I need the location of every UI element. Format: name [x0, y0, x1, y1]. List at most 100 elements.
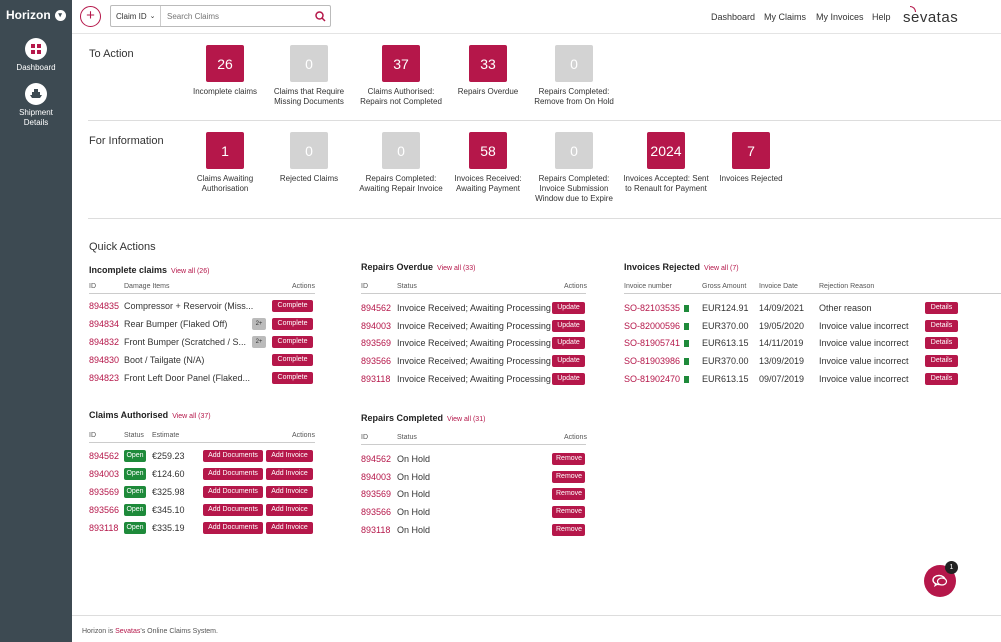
details-button[interactable]: Details	[925, 355, 958, 367]
document-icon[interactable]	[684, 305, 689, 312]
complete-button[interactable]: Complete	[272, 300, 313, 312]
tile-sent-for-payment[interactable]: 2024 Invoices Accepted: Sent to Renault …	[621, 132, 711, 194]
add-invoice-button[interactable]: Add Invoice	[266, 504, 313, 516]
tile-awaiting-repair-invoice[interactable]: 0 Repairs Completed: Awaiting Repair Inv…	[356, 132, 446, 194]
details-button[interactable]: Details	[925, 320, 958, 332]
update-button[interactable]: Update	[552, 355, 585, 367]
tile-incomplete-claims[interactable]: 26 Incomplete claims	[180, 45, 270, 97]
view-all-link[interactable]: View all (31)	[447, 416, 486, 423]
tile-repairs-not-completed[interactable]: 37 Claims Authorised: Repairs not Comple…	[356, 45, 446, 107]
document-icon[interactable]	[684, 340, 689, 347]
claim-id-link[interactable]: 894562	[361, 303, 392, 313]
claim-id-link[interactable]: 893569	[361, 489, 392, 499]
invoice-number-link[interactable]: SO-81903986	[624, 356, 681, 366]
tile-submission-window-expire[interactable]: 0 Repairs Completed: Invoice Submission …	[529, 132, 619, 204]
invoice-number-link[interactable]: SO-82000596	[624, 321, 681, 331]
search-type-select[interactable]: Claim ID ⌄	[111, 6, 161, 26]
more-items-badge[interactable]: 2+	[252, 318, 266, 330]
add-invoice-button[interactable]: Add Invoice	[266, 450, 313, 462]
nav-my-claims[interactable]: My Claims	[764, 12, 806, 22]
claim-id-link[interactable]: 894823	[89, 373, 120, 383]
remove-button[interactable]: Remove	[552, 506, 585, 518]
add-documents-button[interactable]: Add Documents	[203, 504, 263, 516]
tile-awaiting-authorisation[interactable]: 1 Claims Awaiting Authorisation	[180, 132, 270, 194]
claim-id-link[interactable]: 894003	[361, 321, 392, 331]
tile-awaiting-payment[interactable]: 58 Invoices Received: Awaiting Payment	[443, 132, 533, 194]
update-button[interactable]: Update	[552, 302, 585, 314]
complete-button[interactable]: Complete	[272, 336, 313, 348]
details-button[interactable]: Details	[925, 373, 958, 385]
claim-id-link[interactable]: 894003	[361, 472, 392, 482]
claim-id-link[interactable]: 894830	[89, 355, 120, 365]
details-button[interactable]: Details	[925, 302, 958, 314]
add-documents-button[interactable]: Add Documents	[203, 486, 263, 498]
tile-invoices-rejected[interactable]: 7 Invoices Rejected	[706, 132, 796, 184]
tile-label: Repairs Overdue	[457, 87, 519, 96]
claim-id-link[interactable]: 894834	[89, 319, 120, 329]
chat-button[interactable]	[924, 565, 956, 597]
app-brand[interactable]: Horizon ▾	[6, 8, 66, 22]
tile-remove-from-on-hold[interactable]: 0 Repairs Completed: Remove from On Hold	[529, 45, 619, 107]
remove-button[interactable]: Remove	[552, 524, 585, 536]
claim-id-link[interactable]: 893118	[361, 374, 391, 384]
claim-id-link[interactable]: 893566	[361, 507, 392, 517]
invoice-number-link[interactable]: SO-82103535	[624, 303, 681, 313]
invoice-number-link[interactable]: SO-81905741	[624, 338, 681, 348]
complete-button[interactable]: Complete	[272, 318, 313, 330]
panel-title-repairs-completed: Repairs Completed View all (31)	[361, 413, 486, 423]
search-icon[interactable]	[310, 10, 330, 22]
view-all-link[interactable]: View all (26)	[171, 268, 210, 275]
claim-id-link[interactable]: 893569	[361, 338, 392, 348]
invoice-number-link[interactable]: SO-81902470	[624, 374, 681, 384]
update-button[interactable]: Update	[552, 373, 585, 385]
more-items-badge[interactable]: 2+	[252, 336, 266, 348]
add-invoice-button[interactable]: Add Invoice	[266, 468, 313, 480]
details-button[interactable]: Details	[925, 337, 958, 349]
tile-missing-documents[interactable]: 0 Claims that Require Missing Documents	[264, 45, 354, 107]
remove-button[interactable]: Remove	[552, 471, 585, 483]
update-button[interactable]: Update	[552, 320, 585, 332]
remove-button[interactable]: Remove	[552, 453, 585, 465]
document-icon[interactable]	[684, 358, 689, 365]
claim-id-link[interactable]: 893118	[361, 525, 391, 535]
view-all-link[interactable]: View all (33)	[437, 265, 476, 272]
view-all-link[interactable]: View all (37)	[172, 413, 211, 420]
complete-button[interactable]: Complete	[272, 354, 313, 366]
claim-id-link[interactable]: 893118	[89, 523, 119, 533]
nav-my-invoices[interactable]: My Invoices	[816, 12, 864, 22]
column-header: Actions	[564, 283, 587, 290]
claim-id-link[interactable]: 893569	[89, 487, 120, 497]
claim-id-link[interactable]: 894835	[89, 301, 120, 311]
search-input[interactable]	[161, 11, 310, 21]
rejection-reason: Invoice value incorrect	[819, 374, 909, 384]
update-button[interactable]: Update	[552, 337, 585, 349]
chevron-down-icon: ⌄	[149, 13, 156, 20]
nav-help[interactable]: Help	[872, 12, 891, 22]
view-all-link[interactable]: View all (7)	[704, 265, 739, 272]
claim-id-link[interactable]: 893566	[361, 356, 392, 366]
add-documents-button[interactable]: Add Documents	[203, 468, 263, 480]
claim-id-link[interactable]: 894003	[89, 469, 120, 479]
add-claim-button[interactable]: +	[80, 6, 101, 27]
claim-id-link[interactable]: 894562	[89, 451, 120, 461]
add-documents-button[interactable]: Add Documents	[203, 450, 263, 462]
claim-id-link[interactable]: 893566	[89, 505, 120, 515]
nav-dashboard[interactable]: Dashboard	[711, 12, 756, 22]
claim-id-link[interactable]: 894832	[89, 337, 120, 347]
tile-repairs-overdue[interactable]: 33 Repairs Overdue	[443, 45, 533, 97]
sidebar-item-shipment-details[interactable]: Shipment Details	[0, 83, 72, 128]
tile-rejected-claims[interactable]: 0 Rejected Claims	[264, 132, 354, 184]
complete-button[interactable]: Complete	[272, 372, 313, 384]
add-invoice-button[interactable]: Add Invoice	[266, 522, 313, 534]
add-invoice-button[interactable]: Add Invoice	[266, 486, 313, 498]
footer-brand-link[interactable]: Sevatas	[115, 628, 141, 635]
sidebar-item-dashboard[interactable]: Dashboard	[0, 38, 72, 73]
document-icon[interactable]	[684, 376, 689, 383]
remove-button[interactable]: Remove	[552, 488, 585, 500]
claim-id-link[interactable]: 894562	[361, 454, 392, 464]
chevron-down-icon[interactable]: ▾	[54, 9, 66, 21]
add-documents-button[interactable]: Add Documents	[203, 522, 263, 534]
estimate: €325.98	[152, 487, 185, 497]
repair-status: Invoice Received; Awaiting Processing	[397, 374, 551, 384]
document-icon[interactable]	[684, 323, 689, 330]
